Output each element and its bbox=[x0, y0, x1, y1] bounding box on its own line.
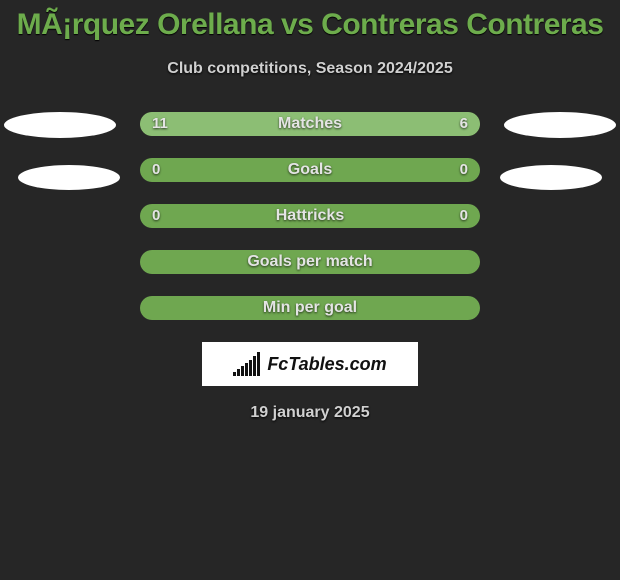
date-line: 19 january 2025 bbox=[140, 404, 480, 422]
stat-row-goals-per-match: Goals per match bbox=[140, 250, 480, 274]
logo-bars-icon bbox=[233, 352, 263, 376]
page-title: MÃ¡rquez Orellana vs Contreras Contreras bbox=[0, 0, 620, 42]
player-right-shape-1 bbox=[504, 112, 616, 138]
comparison-arena: 11 Matches 6 0 Goals 0 0 Hattricks 0 Goa… bbox=[0, 112, 620, 422]
stat-row-hattricks: 0 Hattricks 0 bbox=[140, 204, 480, 228]
logo-text: FcTables.com bbox=[267, 354, 386, 375]
logo-box: FcTables.com bbox=[202, 342, 418, 386]
stat-value-right: 0 bbox=[460, 158, 468, 182]
player-left-shape-1 bbox=[4, 112, 116, 138]
stat-label: Goals bbox=[140, 158, 480, 182]
player-right-shape-2 bbox=[500, 165, 602, 190]
player-left-shape-2 bbox=[18, 165, 120, 190]
stat-label: Matches bbox=[140, 112, 480, 136]
subtitle: Club competitions, Season 2024/2025 bbox=[0, 60, 620, 78]
stat-value-right: 0 bbox=[460, 204, 468, 228]
stat-value-right: 6 bbox=[460, 112, 468, 136]
stat-row-matches: 11 Matches 6 bbox=[140, 112, 480, 136]
stat-label: Min per goal bbox=[140, 296, 480, 320]
stat-label: Goals per match bbox=[140, 250, 480, 274]
stat-row-goals: 0 Goals 0 bbox=[140, 158, 480, 182]
stat-label: Hattricks bbox=[140, 204, 480, 228]
stat-bars: 11 Matches 6 0 Goals 0 0 Hattricks 0 Goa… bbox=[140, 112, 480, 422]
stat-row-min-per-goal: Min per goal bbox=[140, 296, 480, 320]
